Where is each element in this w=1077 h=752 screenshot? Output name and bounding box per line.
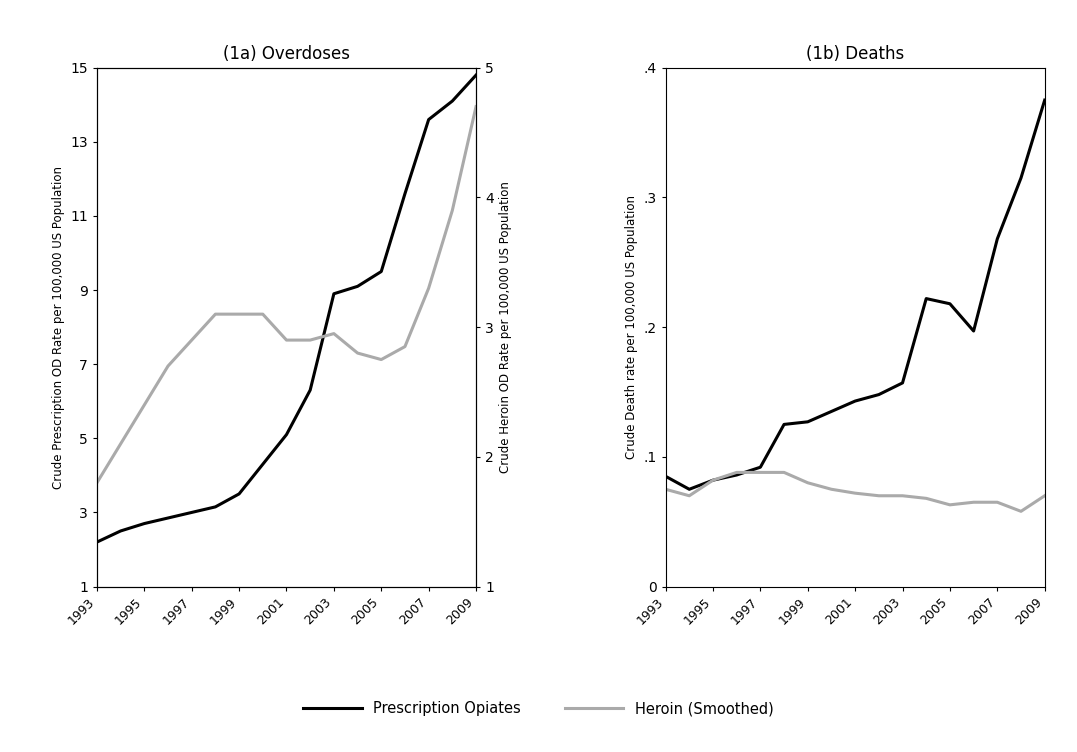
Y-axis label: Crude Death rate per 100,000 US Population: Crude Death rate per 100,000 US Populati… [625, 195, 638, 459]
Y-axis label: Crude Heroin OD Rate per 100,000 US Population: Crude Heroin OD Rate per 100,000 US Popu… [500, 181, 513, 473]
Legend: Prescription Opiates, Heroin (Smoothed): Prescription Opiates, Heroin (Smoothed) [297, 696, 780, 722]
Title: (1a) Overdoses: (1a) Overdoses [223, 45, 350, 63]
Y-axis label: Crude Prescription OD Rate per 100,000 US Population: Crude Prescription OD Rate per 100,000 U… [52, 165, 65, 489]
Title: (1b) Deaths: (1b) Deaths [806, 45, 905, 63]
